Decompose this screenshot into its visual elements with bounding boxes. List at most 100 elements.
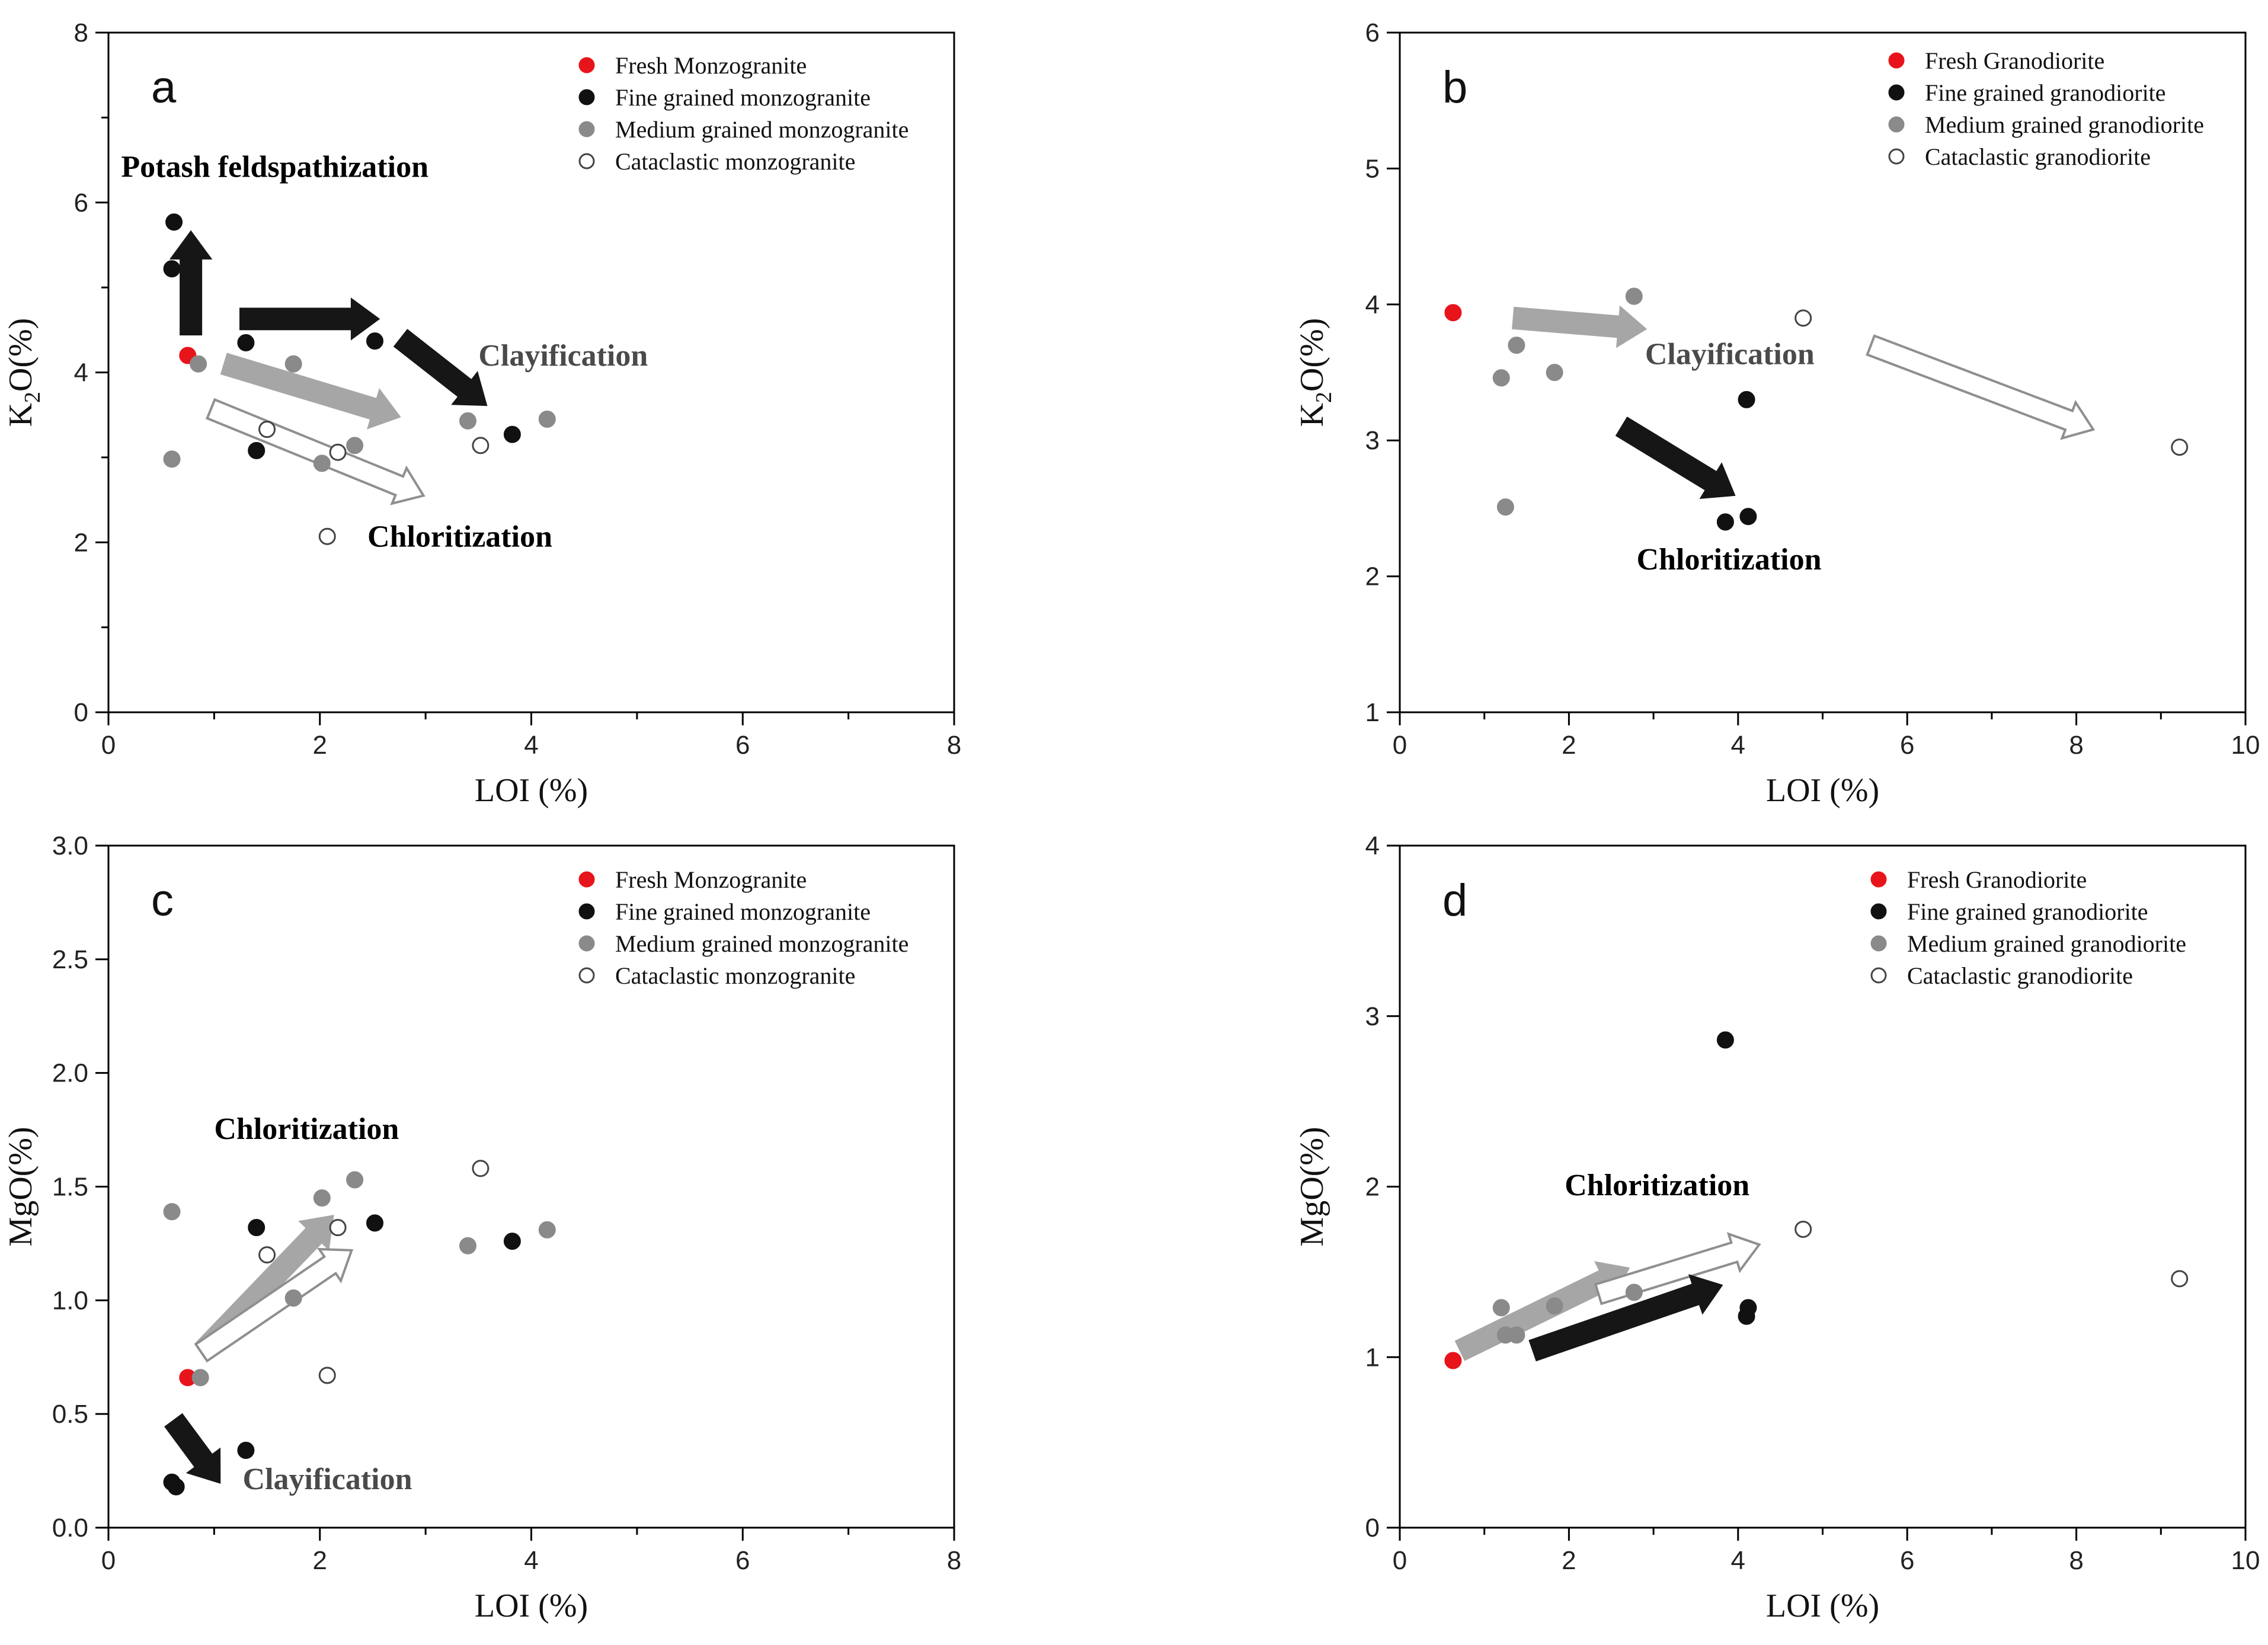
x-tick-label: 4 — [524, 1546, 538, 1575]
y-tick-label: 8 — [74, 18, 88, 47]
arrow-black — [1528, 1274, 1723, 1362]
legend-marker-red — [1888, 52, 1905, 69]
data-point-gray — [284, 1289, 302, 1307]
legend: Fresh Granodiorite Fine grained granodior… — [1870, 866, 2186, 989]
data-point-gray — [284, 355, 302, 373]
y-tick-label: 4 — [1365, 290, 1380, 319]
legend-entry: Fine grained monzogranite — [615, 84, 871, 111]
data-point-gray — [538, 1221, 556, 1238]
x-tick-label: 4 — [524, 731, 538, 760]
annotation-label: Chloritization — [1637, 543, 1822, 577]
legend-entry: Medium grained monzogranite — [615, 930, 909, 957]
y-tick-label: 5 — [1365, 154, 1380, 183]
x-tick-label: 10 — [2231, 731, 2260, 760]
arrow-black — [169, 230, 213, 335]
x-tick-label: 6 — [735, 731, 750, 760]
legend-entry: Medium grained monzogranite — [615, 116, 909, 143]
legend-entry: Medium grained granodiorite — [1907, 930, 2186, 957]
panel-label: d — [1442, 875, 1467, 926]
arrow-gray — [1512, 305, 1648, 348]
data-point-gray — [459, 1237, 476, 1254]
data-point-black — [1739, 508, 1757, 526]
legend-entry: Cataclastic monzogranite — [615, 148, 855, 175]
y-axis-label: K2O(%) — [1294, 318, 1336, 427]
data-point-gray — [1625, 287, 1643, 305]
legend-marker-red — [578, 57, 595, 73]
x-tick-label: 0 — [101, 1546, 116, 1575]
data-point-gray — [346, 1171, 364, 1189]
x-tick-label: 2 — [313, 731, 327, 760]
annotation-label: Clayification — [478, 339, 648, 373]
x-tick-label: 0 — [101, 731, 116, 760]
x-axis-label: LOI (%) — [475, 1588, 588, 1624]
annotation-label: Clayification — [1645, 338, 1815, 372]
x-tick-label: 8 — [2069, 1546, 2083, 1575]
data-point-open — [1794, 309, 1812, 327]
data-point-red — [1444, 304, 1462, 322]
legend-entry: Cataclastic monzogranite — [615, 962, 855, 989]
legend-marker-red — [578, 871, 595, 888]
x-tick-label: 2 — [313, 1546, 327, 1575]
x-tick-label: 6 — [1900, 731, 1914, 760]
y-tick-label: 1 — [1365, 1343, 1380, 1372]
data-point-gray — [1508, 1326, 1525, 1344]
panel-label: c — [151, 875, 174, 926]
y-axis-label: K2O(%) — [2, 318, 45, 427]
data-point-black — [248, 1219, 265, 1237]
y-tick-label: 0 — [74, 698, 88, 727]
legend-marker-black — [578, 903, 595, 920]
y-tick-label: 2 — [1365, 1173, 1380, 1202]
legend: Fresh Monzogranite Fine grained monzogran… — [578, 52, 909, 175]
data-point-black — [366, 332, 384, 350]
y-tick-label: 1.0 — [52, 1286, 88, 1315]
y-tick-label: 1.5 — [52, 1173, 88, 1202]
data-point-open — [2171, 1270, 2189, 1288]
legend-marker-open — [1888, 148, 1905, 165]
legend: Fresh Granodiorite Fine grained granodior… — [1888, 47, 2204, 170]
legend-entry: Fresh Monzogranite — [615, 866, 807, 893]
y-tick-label: 0.0 — [52, 1513, 88, 1542]
data-point-black — [165, 213, 183, 231]
legend-entry: Medium grained granodiorite — [1925, 111, 2204, 138]
y-axis-label-sub: 2 — [20, 392, 45, 403]
legend-marker-gray — [1870, 935, 1887, 952]
data-point-black — [163, 260, 181, 278]
legend-marker-black — [1888, 84, 1905, 101]
x-tick-label: 2 — [1562, 731, 1576, 760]
y-tick-label: 2 — [1365, 562, 1380, 591]
annotation-label: Chloritization — [214, 1112, 399, 1146]
y-tick-label: 3 — [1365, 426, 1380, 455]
data-point-open — [1794, 1220, 1812, 1238]
y-axis-label-rest: O(%) — [1294, 318, 1330, 392]
arrow-open — [1866, 334, 2096, 440]
legend-marker-black — [1870, 903, 1887, 920]
y-axis-label-sub: 2 — [1311, 392, 1336, 403]
legend-entry: Fine grained granodiorite — [1925, 79, 2166, 106]
data-point-black — [167, 1478, 185, 1496]
annotation-label: Chloritization — [367, 520, 552, 553]
chart-panel-c: 0 2 4 6 8 0.0 0.5 1.0 1.5 2.0 2.5 3.0 LOI (%) MgO(%) c… — [2, 831, 961, 1624]
data-point-black — [1716, 1031, 1734, 1049]
data-point-gray — [190, 355, 207, 373]
data-point-gray — [163, 1203, 181, 1221]
legend-marker-gray — [578, 935, 595, 952]
x-tick-label: 6 — [1900, 1546, 1914, 1575]
y-axis-label-rest: O(%) — [2, 318, 39, 392]
legend-marker-black — [578, 89, 595, 105]
y-tick-label: 2 — [74, 528, 88, 557]
data-point-gray — [1508, 337, 1525, 354]
arrow-black — [1615, 416, 1736, 500]
data-point-black — [237, 334, 255, 351]
data-point-black — [366, 1214, 384, 1232]
legend-marker-open — [578, 967, 595, 984]
y-axis-label: MgO(%) — [1294, 1126, 1330, 1246]
arrow-black — [164, 1413, 221, 1484]
y-tick-label: 2.0 — [52, 1059, 88, 1088]
data-point-black — [1716, 513, 1734, 531]
data-point-black — [503, 425, 521, 443]
panel-label: b — [1442, 62, 1467, 113]
chart-panel-d: 0 2 4 6 8 10 0 1 2 3 4 LOI (%) MgO(%) d Chloritization… — [1294, 831, 2260, 1624]
y-axis-label-main: MgO(%) — [2, 1126, 39, 1246]
